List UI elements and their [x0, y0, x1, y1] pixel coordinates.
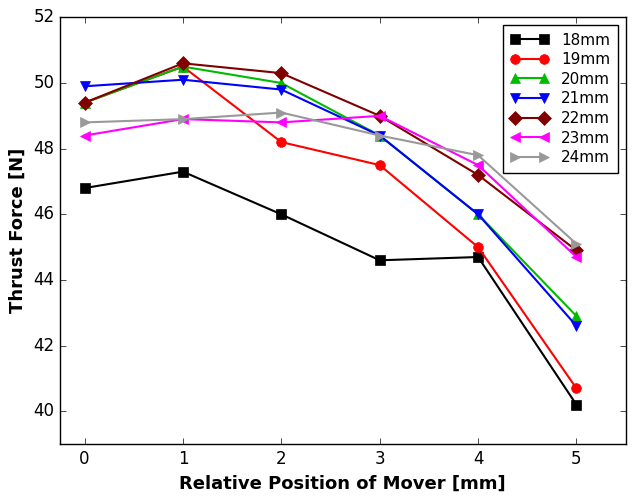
21mm: [179, 77, 187, 83]
18mm: [474, 254, 482, 260]
21mm: [376, 133, 384, 139]
18mm: [278, 211, 285, 217]
22mm: [81, 100, 88, 106]
24mm: [573, 241, 580, 247]
20mm: [474, 211, 482, 217]
20mm: [376, 133, 384, 139]
21mm: [573, 323, 580, 329]
23mm: [179, 116, 187, 122]
18mm: [376, 258, 384, 264]
Legend: 18mm, 19mm, 20mm, 21mm, 22mm, 23mm, 24mm: 18mm, 19mm, 20mm, 21mm, 22mm, 23mm, 24mm: [503, 25, 618, 173]
18mm: [179, 169, 187, 175]
20mm: [278, 80, 285, 86]
24mm: [81, 119, 88, 125]
23mm: [573, 254, 580, 260]
X-axis label: Relative Position of Mover [mm]: Relative Position of Mover [mm]: [179, 474, 506, 492]
21mm: [474, 211, 482, 217]
Line: 18mm: 18mm: [80, 167, 581, 410]
18mm: [573, 402, 580, 408]
19mm: [474, 244, 482, 250]
Line: 20mm: 20mm: [80, 62, 581, 321]
Line: 22mm: 22mm: [80, 59, 581, 256]
19mm: [179, 64, 187, 70]
22mm: [179, 60, 187, 66]
19mm: [278, 139, 285, 145]
19mm: [81, 100, 88, 106]
Line: 21mm: 21mm: [80, 75, 581, 331]
23mm: [278, 119, 285, 125]
20mm: [573, 313, 580, 319]
20mm: [179, 64, 187, 70]
20mm: [81, 100, 88, 106]
22mm: [278, 70, 285, 76]
23mm: [376, 113, 384, 119]
18mm: [81, 185, 88, 191]
Line: 24mm: 24mm: [80, 108, 581, 248]
19mm: [573, 385, 580, 391]
24mm: [179, 116, 187, 122]
Line: 23mm: 23mm: [80, 111, 581, 262]
23mm: [474, 162, 482, 168]
21mm: [81, 83, 88, 89]
22mm: [474, 172, 482, 178]
24mm: [278, 110, 285, 116]
19mm: [376, 162, 384, 168]
Line: 19mm: 19mm: [80, 62, 581, 393]
22mm: [376, 113, 384, 119]
Y-axis label: Thrust Force [N]: Thrust Force [N]: [8, 148, 27, 313]
21mm: [278, 87, 285, 93]
23mm: [81, 133, 88, 139]
24mm: [474, 152, 482, 158]
22mm: [573, 247, 580, 254]
24mm: [376, 133, 384, 139]
